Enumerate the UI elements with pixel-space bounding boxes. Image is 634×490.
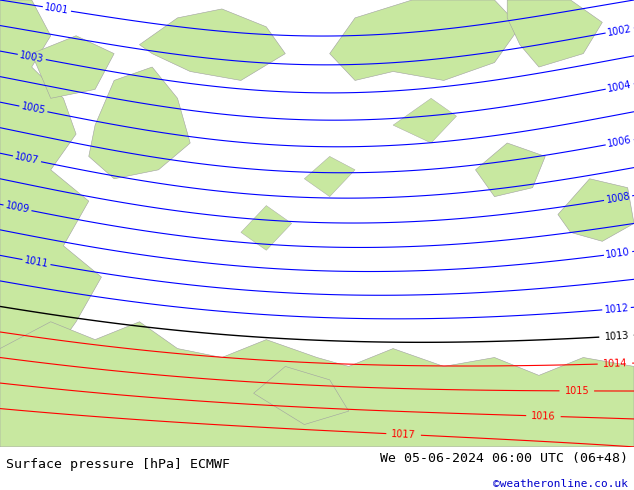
- Text: 1004: 1004: [607, 79, 633, 94]
- Polygon shape: [32, 36, 114, 98]
- Polygon shape: [0, 0, 101, 424]
- Polygon shape: [89, 67, 190, 179]
- Polygon shape: [476, 143, 545, 196]
- Polygon shape: [0, 322, 634, 447]
- Text: 1017: 1017: [391, 429, 416, 440]
- Polygon shape: [139, 9, 285, 80]
- Text: 1005: 1005: [20, 101, 46, 116]
- Text: 1007: 1007: [14, 151, 40, 166]
- Text: 1014: 1014: [602, 358, 627, 369]
- Polygon shape: [254, 367, 349, 424]
- Text: ©weatheronline.co.uk: ©weatheronline.co.uk: [493, 479, 628, 489]
- Text: 1008: 1008: [605, 191, 631, 205]
- Text: Surface pressure [hPa] ECMWF: Surface pressure [hPa] ECMWF: [6, 458, 230, 470]
- Text: 1002: 1002: [607, 24, 633, 38]
- Text: 1009: 1009: [4, 200, 30, 215]
- Text: 1003: 1003: [19, 50, 45, 64]
- Text: 1012: 1012: [604, 303, 629, 315]
- Polygon shape: [393, 98, 456, 143]
- Polygon shape: [304, 156, 355, 196]
- Text: 1010: 1010: [605, 247, 631, 260]
- Text: 1013: 1013: [604, 330, 629, 342]
- Text: 1001: 1001: [44, 2, 70, 16]
- Polygon shape: [241, 206, 292, 250]
- Polygon shape: [507, 0, 602, 67]
- Polygon shape: [330, 0, 520, 80]
- Text: 1015: 1015: [564, 386, 589, 396]
- Text: 1016: 1016: [531, 411, 556, 421]
- Text: 1011: 1011: [23, 255, 49, 269]
- Text: 1006: 1006: [607, 135, 633, 149]
- Text: We 05-06-2024 06:00 UTC (06+48): We 05-06-2024 06:00 UTC (06+48): [380, 452, 628, 466]
- Polygon shape: [558, 179, 634, 241]
